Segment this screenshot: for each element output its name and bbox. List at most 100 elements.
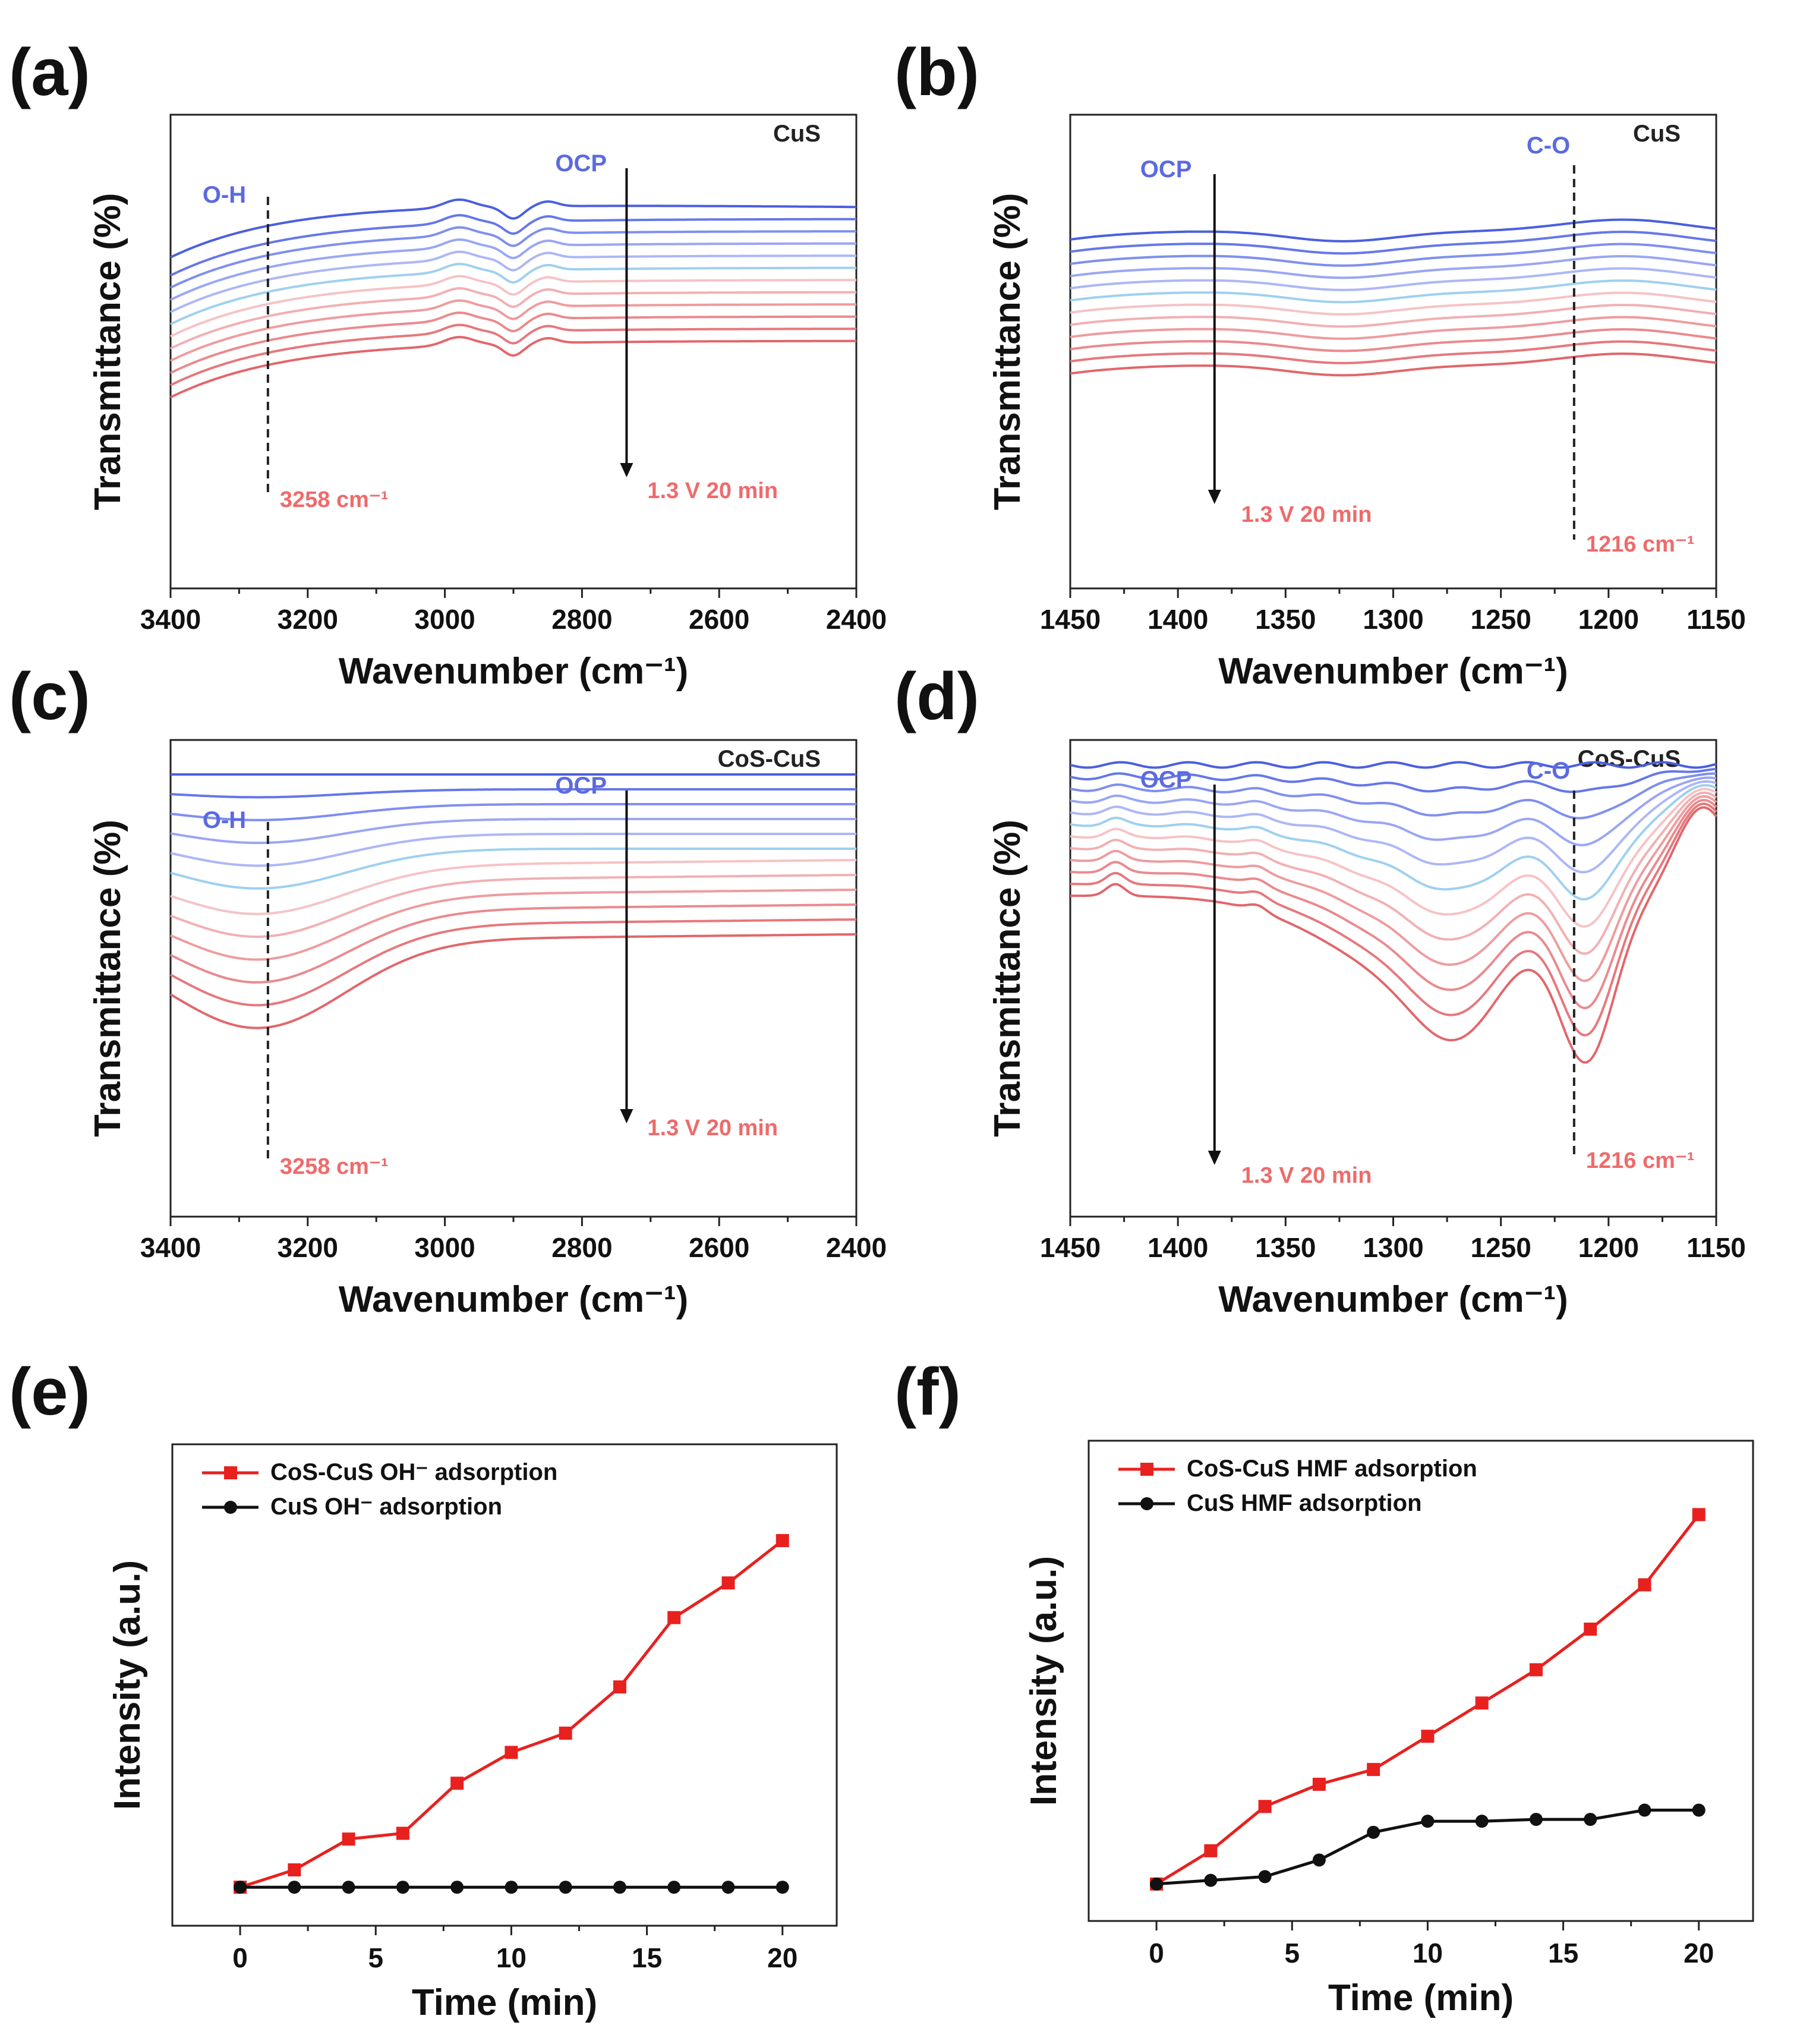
spectrum-line [170,287,856,350]
data-point [613,1881,626,1894]
x-tick-label: 1250 [1470,1232,1531,1263]
x-axis-label: Time (min) [1328,1977,1514,2018]
data-point [1475,1696,1489,1710]
x-axis-label: Time (min) [412,1982,597,2023]
data-point [1421,1815,1435,1828]
data-point [288,1863,301,1877]
data-point [234,1881,247,1894]
data-point [1475,1815,1489,1828]
x-tick-label: 15 [632,1942,662,1973]
legend-label: CoS-CuS HMF adsorption [1187,1456,1477,1482]
legend-marker [224,1466,237,1479]
material-label: CuS [1633,121,1681,147]
spectrum-line [1070,780,1717,874]
data-point [667,1611,681,1624]
spectrum-line [1070,279,1717,304]
spectrum-line [170,323,856,386]
spectrum-line [1070,255,1717,279]
data-point [1367,1825,1380,1839]
x-tick-label: 2400 [826,1232,887,1263]
x-tick-label: 20 [767,1942,797,1973]
x-tick-label: 5 [368,1942,383,1973]
data-point [1584,1813,1597,1826]
plot-frame [1087,1440,1754,1922]
arrow-head [620,1109,633,1123]
y-axis-label: Transmittance (%) [87,193,128,510]
spectrum-line [170,848,856,890]
spectrum-line [1070,767,1717,793]
spectra-group [1070,218,1717,377]
x-tick-label: 10 [496,1942,527,1973]
spectrum-line [1070,304,1717,328]
data-point [1638,1803,1651,1817]
arrow-start-label: OCP [555,773,607,799]
legend-marker [1140,1463,1153,1476]
spectrum-line [1070,791,1717,955]
data-point [288,1881,301,1894]
spectrum-line [170,903,857,984]
panel-label: (b) [894,35,979,109]
spectrum-line [1070,267,1717,291]
spectrum-line [1070,795,1717,982]
x-tick-label: 1450 [1040,604,1101,635]
x-tick-label: 1350 [1255,604,1316,635]
spectrum-line [170,859,857,915]
data-point [396,1881,409,1894]
plot-frame [1069,114,1717,590]
spectrum-line [170,238,856,301]
data-point [1638,1578,1651,1592]
data-point [1312,1778,1326,1791]
x-tick-label: 3400 [140,604,201,635]
x-tick-label: 3400 [140,1232,201,1263]
spectrum-line [170,311,856,374]
y-axis-label: Transmittance (%) [987,193,1028,510]
x-tick-label: 1200 [1578,604,1639,635]
x-axis-label: Wavenumber (cm⁻¹) [1218,1279,1568,1320]
legend-marker [1140,1497,1153,1510]
y-axis-label: Transmittance (%) [87,820,128,1137]
spectrum-line [1070,231,1717,255]
peak-value-label: 3258 cm⁻¹ [280,487,389,512]
data-point [1150,1877,1164,1891]
x-axis-label: Wavenumber (cm⁻¹) [1218,651,1568,692]
arrow-end-label: 1.3 V 20 min [1241,502,1372,527]
spectrum-line [1070,799,1717,1010]
data-point [450,1881,464,1894]
spectrum-line [170,336,856,399]
data-point [559,1881,572,1894]
x-tick-label: 3200 [278,1232,338,1263]
x-tick-label: 1200 [1578,1232,1639,1263]
panel-label: (f) [894,1355,961,1429]
x-tick-label: 1300 [1363,604,1423,635]
spectra-group [170,198,856,399]
peak-label: O-H [203,182,246,208]
data-point [450,1777,464,1790]
data-point [1367,1763,1380,1777]
panel-label: (a) [9,35,90,109]
panel-c: (c) 3400 3200 3000 2800 2600 2400 Wavenumber (c… [9,659,887,1320]
spectrum-line [170,833,856,867]
arrow-end-label: 1.3 V 20 min [1241,1163,1372,1188]
spectrum-line [170,214,856,277]
series-line [1155,1513,1700,1885]
arrow-end-label: 1.3 V 20 min [647,1116,778,1141]
x-tick-label: 0 [232,1942,248,1973]
data-point [667,1881,681,1894]
x-tick-label: 5 [1284,1938,1300,1969]
x-tick-label: 1400 [1148,1232,1208,1263]
peak-value-label: 1216 cm⁻¹ [1586,532,1695,557]
spectrum-line [1070,291,1717,316]
x-tick-label: 2800 [551,604,612,635]
x-tick-label: 1400 [1148,604,1208,635]
panel-a: (a) 3400 3200 3000 2800 2600 2400 Wavenumber (c… [9,35,887,692]
legend-label: CoS-CuS OH⁻ adsorption [270,1459,557,1485]
spectrum-line [1070,784,1717,901]
spectrum-line [170,299,856,362]
plot-frame [169,739,858,1218]
spectrum-line [170,250,856,313]
spectrum-line [1070,806,1717,1064]
y-axis-label: Intensity (a.u.) [1023,1556,1064,1806]
spectrum-line [1070,316,1717,340]
x-axis-label: Wavenumber (cm⁻¹) [339,651,689,692]
